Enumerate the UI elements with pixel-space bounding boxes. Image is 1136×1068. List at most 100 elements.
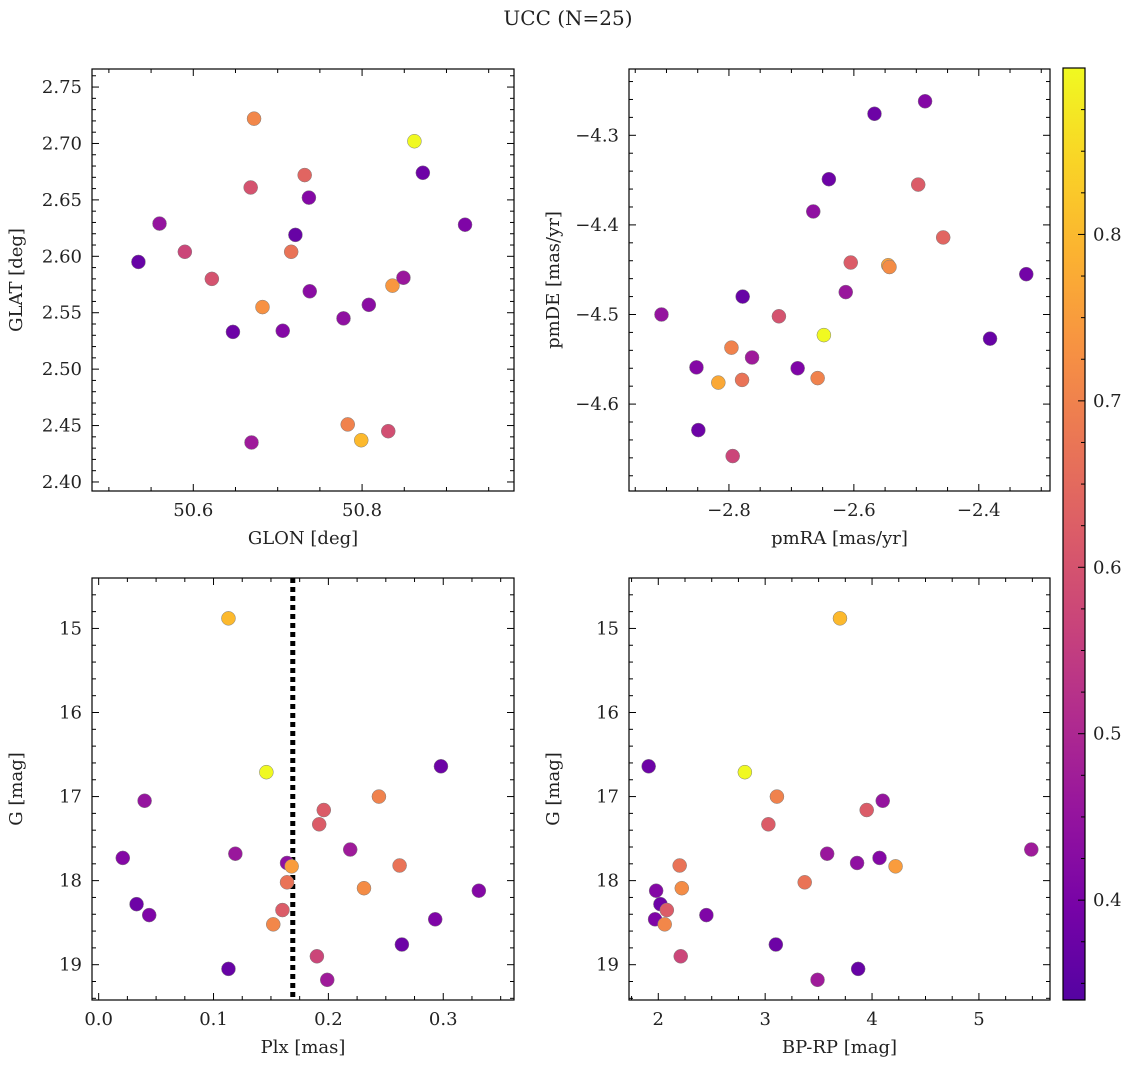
panel-3-data-point xyxy=(266,917,281,932)
panel-1-data-point xyxy=(353,432,369,448)
panel-3-data-point xyxy=(284,859,299,874)
panel-3-data-point xyxy=(392,858,407,873)
panel-1-x-tick-label: 50.8 xyxy=(342,500,382,521)
panel-1-data-point xyxy=(361,297,377,313)
panel-2-data-point xyxy=(838,284,853,300)
panel-2-data-point xyxy=(790,361,805,376)
panel-2-data-point xyxy=(724,340,739,355)
panel-3-data-point xyxy=(279,875,295,890)
panel-4-data-point xyxy=(659,902,675,918)
panel-2-data-point xyxy=(816,327,832,343)
panel-2-data-point xyxy=(744,350,760,365)
colorbar-tick-label: 0.7 xyxy=(1093,391,1122,412)
panel-1-data-point xyxy=(255,299,270,315)
panel-3-data-point xyxy=(319,972,335,988)
panel-4-data-point xyxy=(769,789,785,804)
panel-2-y-tick-label: −4.4 xyxy=(575,215,619,236)
panel-3-data-point xyxy=(275,902,290,918)
panel-1-data-point xyxy=(204,271,220,287)
panel-4-data-point xyxy=(641,759,656,774)
panel-2-data-point xyxy=(1019,266,1034,282)
panel-1-y-tick-label: 2.65 xyxy=(42,190,82,211)
panel-4-data-point xyxy=(1024,842,1039,857)
panel-1-data-point xyxy=(283,244,299,260)
panel-3-data-point xyxy=(115,850,131,866)
panel-2-data-point xyxy=(910,177,926,192)
panel-4-x-tick-label: 5 xyxy=(973,1009,984,1030)
panel-3-data-point xyxy=(316,802,332,818)
panel-3-data-point xyxy=(259,764,274,780)
panel-4-y-tick-label: 15 xyxy=(596,618,619,639)
panel-2-data-point xyxy=(917,94,933,109)
figure-title: UCC (N=25) xyxy=(503,6,633,30)
colorbar-frame xyxy=(1062,67,1086,1001)
panel-2-data-point xyxy=(691,422,706,438)
panel-3-y-tick-label: 19 xyxy=(59,955,82,976)
panel-4-data-point xyxy=(832,611,848,626)
panel-4-data-point xyxy=(657,917,672,932)
panel-4-data-point xyxy=(872,850,887,866)
panel-4-data-point xyxy=(699,907,714,923)
panel-4-data-point xyxy=(849,855,865,871)
panel-3-axes-frame xyxy=(91,577,515,1001)
panel-2-data-point xyxy=(654,307,669,322)
panel-3-y-axis-label: G [mag] xyxy=(6,752,27,825)
panel-4-data-point xyxy=(875,793,890,809)
panel-4-data-point xyxy=(737,764,753,780)
panel-4-data-point xyxy=(761,817,776,832)
panel-1-y-tick-label: 2.50 xyxy=(42,359,82,380)
panel-3-data-point xyxy=(342,842,358,857)
panel-1-x-axis-label: GLON [deg] xyxy=(248,528,358,549)
panel-4-y-tick-label: 17 xyxy=(596,787,619,808)
panel-1-data-point xyxy=(243,180,258,195)
panel-1-data-point xyxy=(396,270,411,285)
panel-1-data-point xyxy=(225,324,241,340)
panel-4-data-point xyxy=(810,972,825,988)
panel-3-data-point xyxy=(137,793,152,809)
panel-4-data-point xyxy=(888,859,903,874)
panel-2-data-point xyxy=(771,309,787,324)
panel-4-x-tick-label: 4 xyxy=(866,1009,877,1030)
panel-1-data-point xyxy=(301,190,317,205)
panel-2-data-point xyxy=(711,375,726,390)
panel-1-y-tick-label: 2.45 xyxy=(42,416,82,437)
panel-4-y-tick-label: 16 xyxy=(596,703,619,724)
panel-1-data-point xyxy=(131,254,146,270)
panel-1-data-point xyxy=(385,278,400,293)
panel-2-x-axis-label: pmRA [mas/yr] xyxy=(771,528,908,549)
panel-2-y-tick-label: −4.6 xyxy=(575,394,619,415)
panel-1-data-point xyxy=(275,323,290,339)
panel-3-x-axis-label: Plx [mas] xyxy=(261,1037,346,1058)
panel-2-data-point xyxy=(882,259,897,275)
panel-3-data-point xyxy=(129,896,144,912)
panel-3-x-tick-label: 0.3 xyxy=(429,1009,458,1030)
panel-4-y-tick-label: 19 xyxy=(596,955,619,976)
panel-1-x-tick-label: 50.6 xyxy=(173,500,213,521)
panel-1-data-point xyxy=(152,216,167,231)
panel-1-data-point xyxy=(415,165,431,181)
panel-3-data-point xyxy=(228,846,243,861)
colorbar-gradient xyxy=(1063,68,1085,1000)
panel-4-data-point xyxy=(819,846,835,861)
panel-3-x-tick-label: 0.1 xyxy=(199,1009,228,1030)
panel-2-data-point xyxy=(867,106,882,122)
panel-4-x-tick-label: 2 xyxy=(653,1009,664,1030)
panel-2-data-point xyxy=(821,171,837,187)
panel-3-x-tick-label: 0.2 xyxy=(314,1009,343,1030)
panel-1-y-tick-label: 2.60 xyxy=(42,246,82,267)
panel-3-data-point xyxy=(427,912,443,927)
panel-3-data-point xyxy=(371,789,387,804)
panel-3-data-point xyxy=(356,880,372,896)
panel-1-y-axis-label: GLAT [deg] xyxy=(6,228,27,332)
panel-4-data-point xyxy=(648,883,664,898)
panel-2-y-tick-label: −4.3 xyxy=(575,125,619,146)
panel-2-data-point xyxy=(935,230,951,245)
panel-4-axes-frame xyxy=(628,577,1051,1001)
panel-1-data-point xyxy=(380,423,396,439)
panel-1-y-tick-label: 2.70 xyxy=(42,133,82,154)
panel-2-x-tick-label: −2.4 xyxy=(957,500,1001,521)
panel-3-x-tick-label: 0.0 xyxy=(84,1009,113,1030)
panel-2-data-point xyxy=(734,372,750,388)
